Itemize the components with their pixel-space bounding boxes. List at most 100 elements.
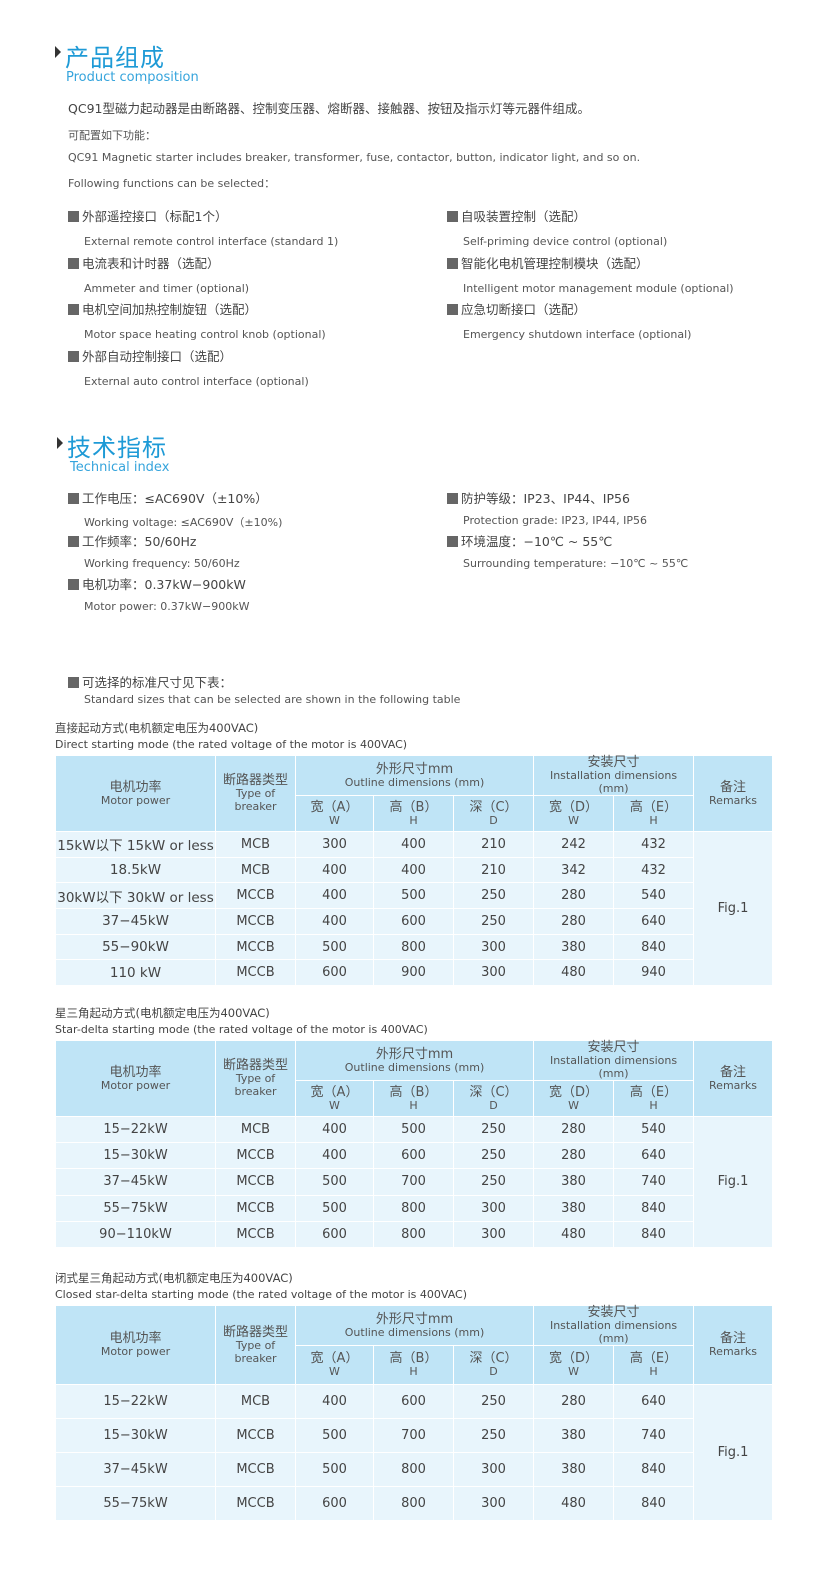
table-cell: 300 bbox=[452, 1452, 535, 1487]
table-cell: 600 bbox=[373, 908, 454, 935]
table-cell: 110 kW bbox=[55, 959, 216, 987]
table-cell: 500 bbox=[295, 1194, 374, 1222]
table-cell: 600 bbox=[295, 959, 374, 987]
table-cell: 250 bbox=[452, 882, 535, 910]
table-cell: 280 bbox=[533, 908, 615, 935]
table-cell: 210 bbox=[452, 831, 535, 858]
table-cell: 300 bbox=[295, 831, 374, 858]
table-cell: MCCB bbox=[215, 933, 296, 961]
sizes-cn: 可选择的标准尺寸见下表： bbox=[82, 675, 233, 690]
feature-en: Motor space heating control knob (option… bbox=[84, 328, 326, 341]
feature-item: 应急切断接口（选配） Emergency shutdown interface (… bbox=[447, 299, 691, 341]
table-cell: 15−22kW bbox=[55, 1384, 216, 1419]
table-cell: 250 bbox=[452, 1384, 535, 1419]
table-cell: 432 bbox=[613, 831, 695, 858]
table-cell: 300 bbox=[452, 959, 535, 987]
table-cell: 300 bbox=[452, 933, 535, 961]
table-cell: MCB bbox=[215, 1115, 296, 1144]
spec-en: Motor power: 0.37kW−900kW bbox=[84, 600, 250, 613]
table-row: 37−45kW MCCB 400 600 250 280 640 bbox=[55, 908, 773, 935]
table-cell: 380 bbox=[533, 1194, 615, 1222]
header-a: 宽（A） W bbox=[295, 795, 374, 832]
table-cell: 380 bbox=[533, 1452, 615, 1487]
header-install: 安装尺寸 Installation dimensions (mm) bbox=[533, 1040, 695, 1081]
feature-cn: 电流表和计时器（选配） bbox=[82, 256, 220, 271]
feature-cn: 外部遥控接口（标配1个） bbox=[82, 209, 228, 224]
feature-en: Ammeter and timer (optional) bbox=[84, 282, 250, 295]
remark-cell: Fig.1 bbox=[693, 830, 774, 987]
header-b: 高（B） H bbox=[373, 1080, 454, 1117]
header-e: 高（E） H bbox=[613, 795, 695, 832]
table-cell: 800 bbox=[373, 1194, 454, 1222]
table-cell: 800 bbox=[373, 1452, 454, 1487]
table-cell: 400 bbox=[373, 831, 454, 858]
table-cell: MCB bbox=[215, 856, 296, 884]
table-cell: 380 bbox=[533, 1168, 615, 1196]
table-cell: 500 bbox=[295, 1168, 374, 1196]
header-a: 宽（A） W bbox=[295, 1345, 374, 1385]
header-install: 安装尺寸 Installation dimensions (mm) bbox=[533, 1305, 695, 1346]
spec-item: 环境温度：−10℃ ~ 55℃ Surrounding temperature: … bbox=[447, 531, 688, 570]
header-motor-power: 电机功率 Motor power bbox=[55, 1305, 216, 1385]
table-cell: MCCB bbox=[215, 908, 296, 935]
dimensions-table: 电机功率 Motor power 断路器类型 Type of breaker 外形尺… bbox=[55, 755, 774, 987]
table-cell: 300 bbox=[452, 1220, 535, 1248]
table-cell: 400 bbox=[295, 856, 374, 884]
table-cell: 840 bbox=[613, 1194, 695, 1222]
header-remarks: 备注 Remarks bbox=[693, 1040, 774, 1117]
table-cell: 600 bbox=[295, 1486, 374, 1521]
table-cell: 600 bbox=[295, 1220, 374, 1248]
bullet-square-icon bbox=[447, 493, 458, 504]
table-cell: 840 bbox=[613, 933, 695, 961]
table-cell: MCB bbox=[215, 831, 296, 858]
table-cell: 342 bbox=[533, 856, 615, 884]
spec-cn: 工作频率：50/60Hz bbox=[82, 534, 197, 549]
table-cell: 800 bbox=[373, 1220, 454, 1248]
spec-en: Protection grade: IP23, IP44, IP56 bbox=[463, 514, 647, 527]
table-cell: 640 bbox=[613, 1142, 695, 1170]
section-title-en: Technical index bbox=[70, 460, 170, 475]
header-d: 宽（D） W bbox=[533, 1345, 615, 1385]
table-cell: 250 bbox=[452, 1115, 535, 1144]
table-cell: 380 bbox=[533, 1418, 615, 1453]
table-cell: MCCB bbox=[215, 1452, 296, 1487]
bullet-square-icon bbox=[68, 536, 79, 547]
table-cell: 800 bbox=[373, 1486, 454, 1521]
table-cell: 55−75kW bbox=[55, 1194, 216, 1222]
config-en: Following functions can be selected： bbox=[68, 177, 276, 190]
table-cell: 940 bbox=[613, 959, 695, 987]
table-cell: 280 bbox=[533, 1384, 615, 1419]
feature-en: Self-priming device control (optional) bbox=[463, 235, 668, 248]
header-outline: 外形尺寸mm Outline dimensions (mm) bbox=[294, 1040, 535, 1081]
table-row: 15−30kW MCCB 500 700 250 380 740 bbox=[55, 1418, 773, 1453]
feature-item: 电机空间加热控制旋钮（选配） Motor space heating contro… bbox=[68, 299, 326, 341]
header-b: 高（B） H bbox=[373, 795, 454, 832]
feature-item: 自吸装置控制（选配） Self-priming device control (o… bbox=[447, 206, 667, 248]
feature-en: Intelligent motor management module (opt… bbox=[463, 282, 734, 295]
spec-en: Working frequency: 50/60Hz bbox=[84, 557, 240, 570]
header-breaker: 断路器类型 Type of breaker bbox=[215, 1040, 296, 1117]
spec-en: Working voltage: ≤AC690V（±10%) bbox=[84, 516, 283, 529]
header-e: 高（E） H bbox=[613, 1080, 695, 1117]
bullet-square-icon bbox=[447, 536, 458, 547]
table-cell: 700 bbox=[373, 1418, 454, 1453]
spec-item: 工作频率：50/60Hz Working frequency: 50/60Hz bbox=[68, 531, 240, 570]
table-cell: 500 bbox=[295, 1452, 374, 1487]
table-cell: 280 bbox=[533, 1115, 615, 1144]
bullet-square-icon bbox=[68, 579, 79, 590]
table-cell: 250 bbox=[452, 1168, 535, 1196]
table-cell: 300 bbox=[452, 1194, 535, 1222]
table-cell: 250 bbox=[452, 1142, 535, 1170]
header-c: 深（C） D bbox=[452, 1080, 535, 1117]
table-cell: 500 bbox=[373, 882, 454, 910]
section-title-cn: 技术指标 bbox=[67, 434, 167, 462]
table-cell: MCCB bbox=[215, 1142, 296, 1170]
table-cell: 840 bbox=[613, 1220, 695, 1248]
table-cell: 740 bbox=[613, 1168, 695, 1196]
remark-cell: Fig.1 bbox=[693, 1116, 774, 1248]
table-cell: 640 bbox=[613, 908, 695, 935]
spec-cn: 防护等级：IP23、IP44、IP56 bbox=[461, 491, 630, 506]
table-row: 18.5kW MCB 400 400 210 342 432 bbox=[55, 856, 773, 884]
bullet-square-icon bbox=[447, 304, 458, 315]
table-cell: 600 bbox=[373, 1142, 454, 1170]
